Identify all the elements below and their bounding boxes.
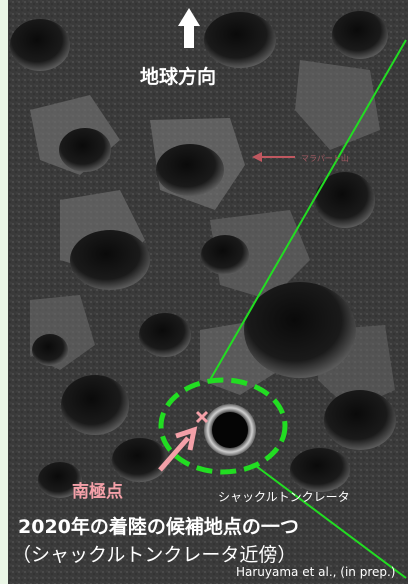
caption-line-1: 2020年の着陸の候補地点の一つ <box>18 516 299 538</box>
credit-text: Haruyama et al., (in prep.) <box>236 565 396 579</box>
mountain-label: マラパート山 <box>301 154 349 163</box>
guide-lines <box>209 39 407 579</box>
landing-site-ellipse <box>158 377 288 475</box>
cross-icon <box>195 410 209 424</box>
earth-direction-label: 地球方向 <box>140 66 217 88</box>
arrow-left-icon <box>252 152 295 162</box>
crater-label: シャックルトンクレータ <box>218 490 350 504</box>
arrow-up-right-icon <box>158 426 198 472</box>
south-pole-label: 南極点 <box>72 482 123 502</box>
arrow-up-icon <box>178 8 200 48</box>
craters <box>10 11 396 498</box>
shackleton-crater <box>204 404 256 456</box>
caption-line-2: （シャックルトンクレータ近傍） <box>12 544 297 566</box>
